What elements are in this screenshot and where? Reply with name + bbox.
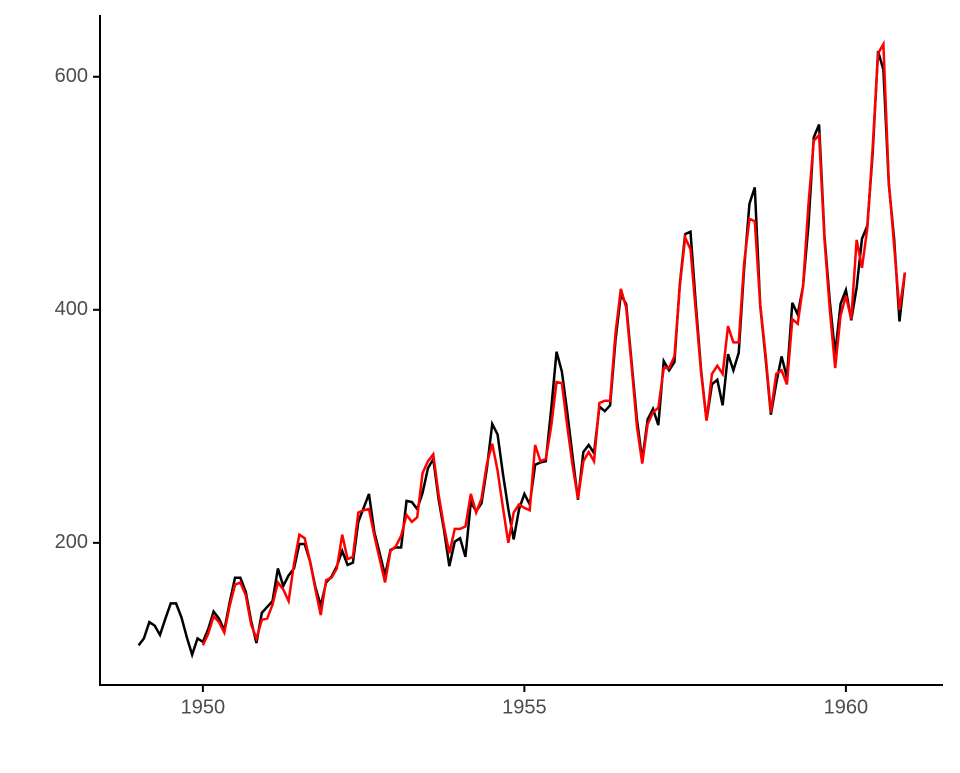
y-tick-label: 400 (55, 298, 88, 320)
x-tick-label: 1950 (181, 696, 226, 718)
series-line (137, 50, 907, 659)
y-tick-label: 600 (55, 65, 88, 87)
series-line (201, 39, 907, 646)
x-tick-label: 1960 (824, 696, 869, 718)
x-tick-label: 1955 (502, 696, 547, 718)
y-tick-label: 200 (55, 531, 88, 553)
